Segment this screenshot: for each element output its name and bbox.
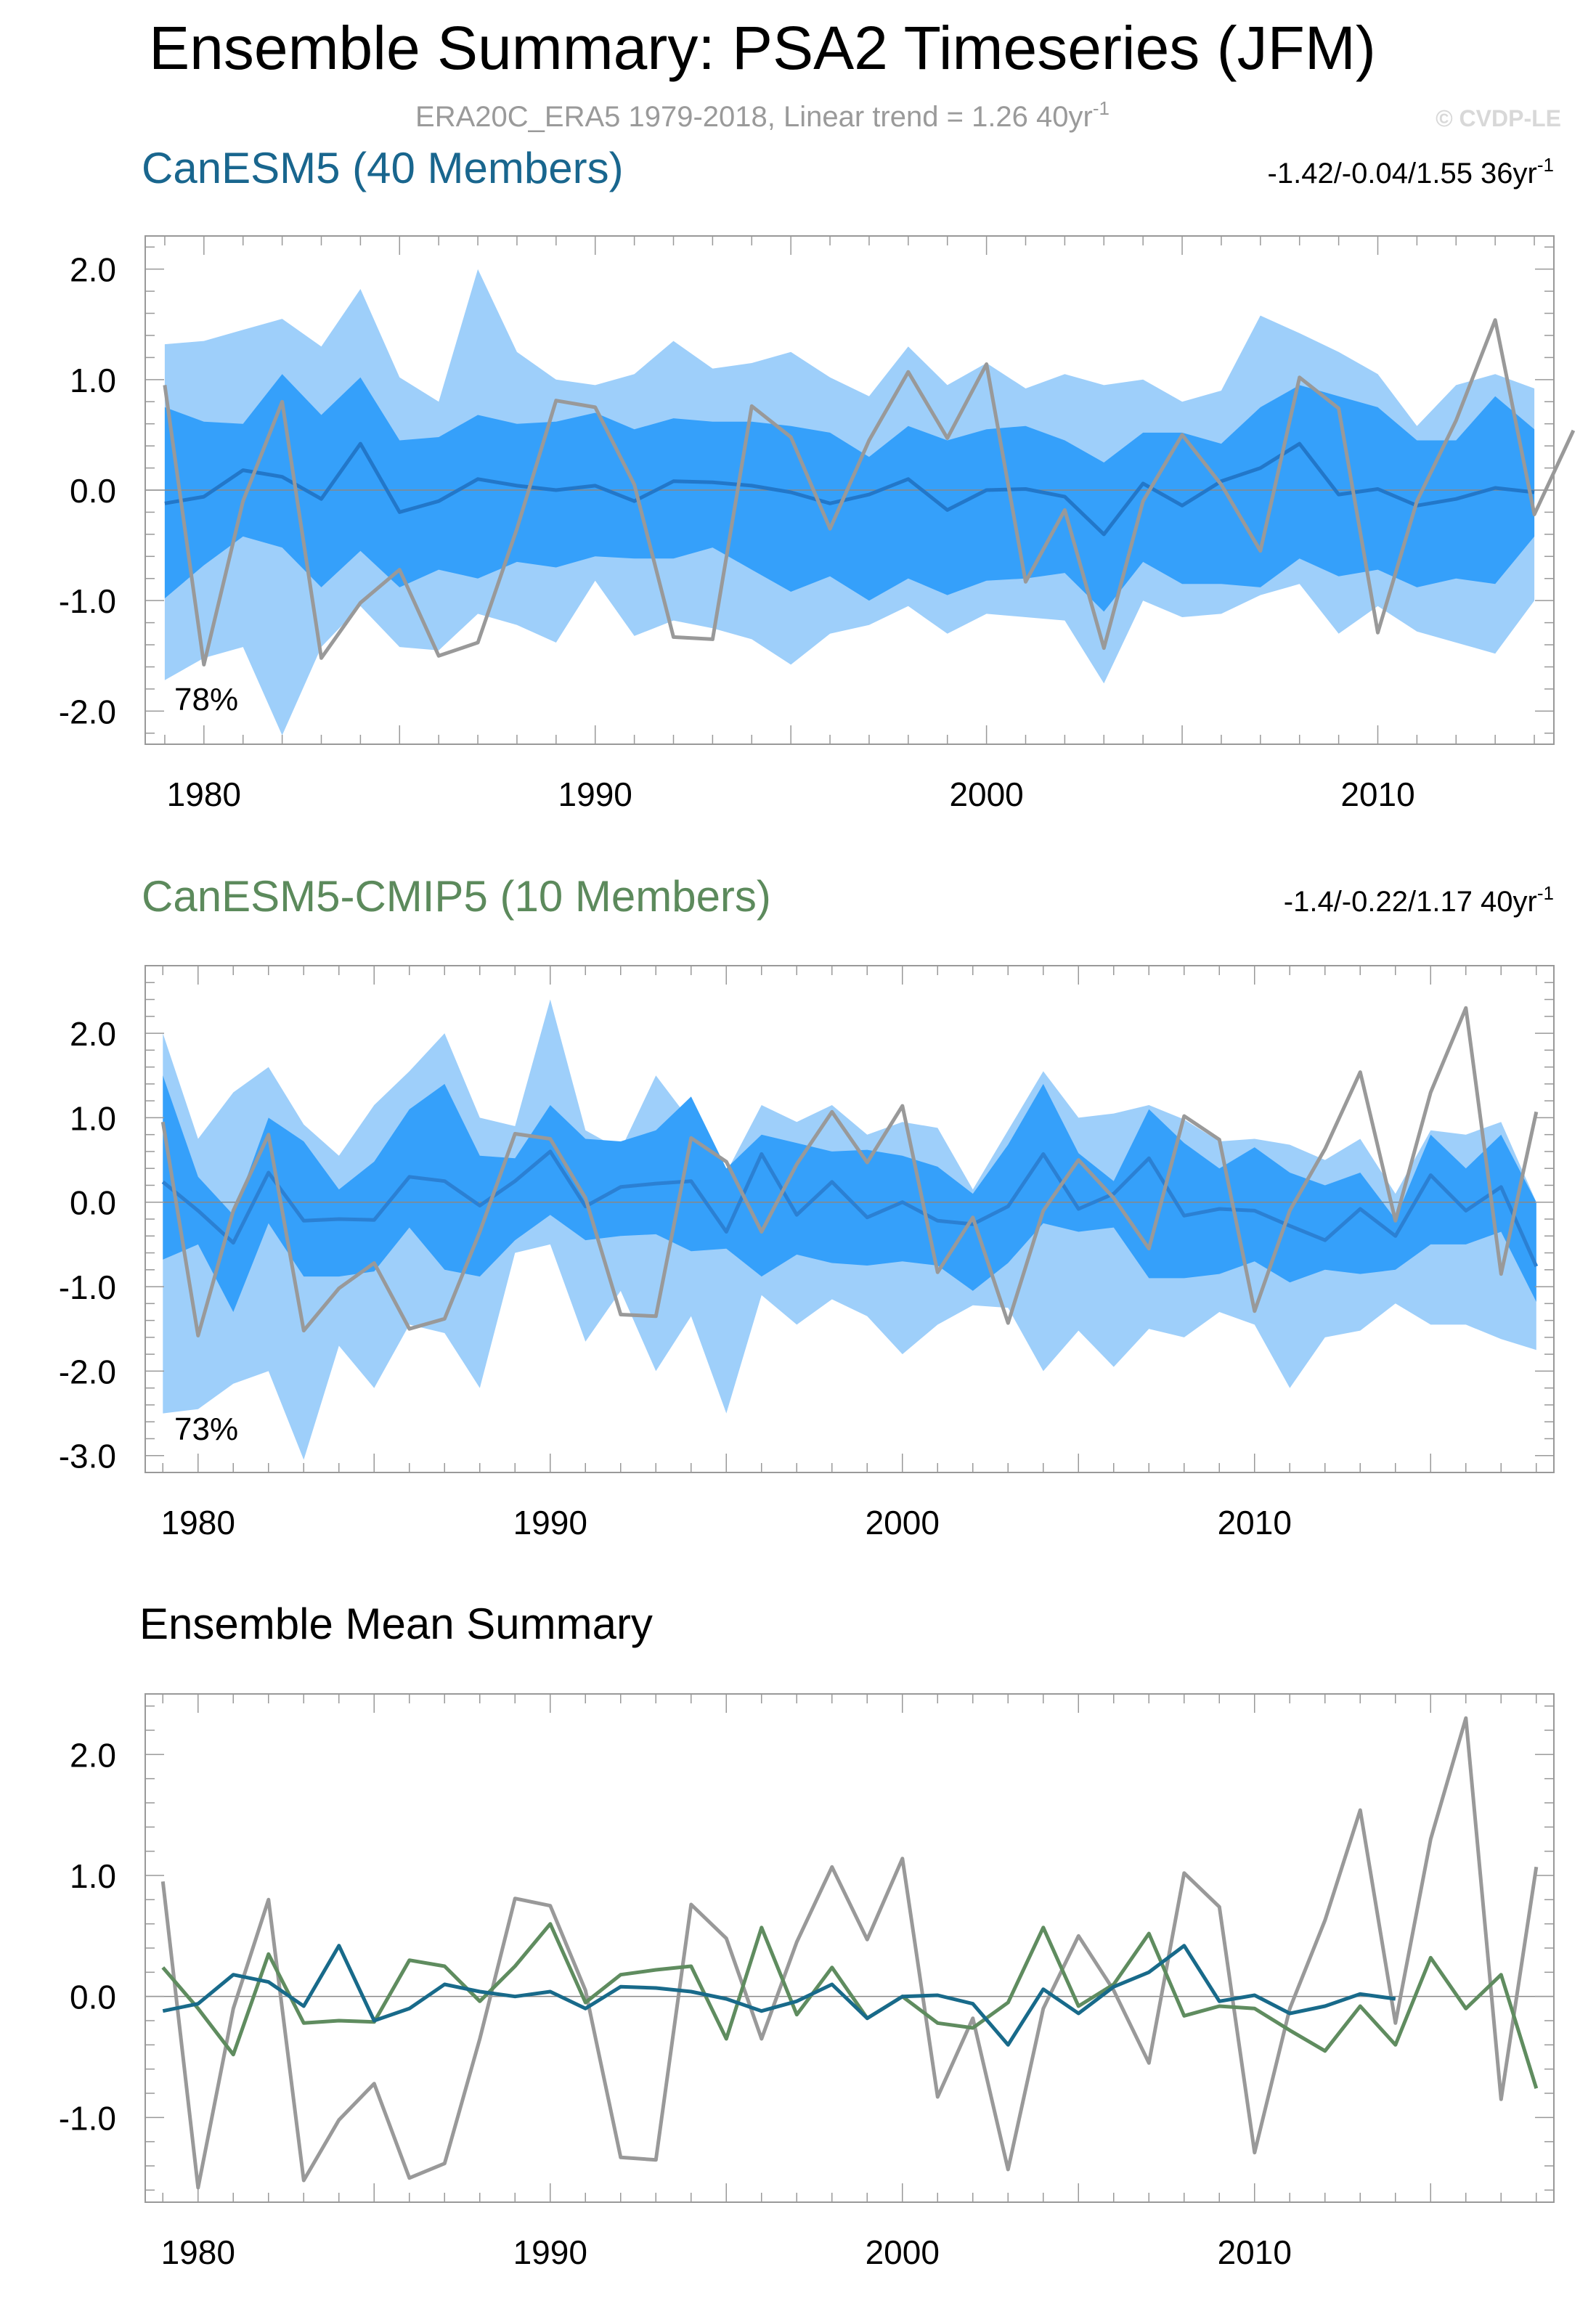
panel-ensemble-mean-summary: Ensemble Mean Summary 2.0 1.0 0.0 -1.0 1980 1… (59, 1600, 1555, 2271)
x-tick-label: 2010 (1340, 775, 1414, 813)
panel-cmip5-annotation: 73% (174, 1411, 238, 1447)
watermark: © CVDP-LE (1436, 105, 1561, 131)
x-tick-label: 2010 (1218, 1504, 1292, 1541)
panel-summary-title: Ensemble Mean Summary (139, 1600, 653, 1648)
y-tick-label: 2.0 (70, 1736, 116, 1774)
canesm5-cmip5-mean-line (161, 1922, 1539, 2090)
panel-canesm5-trend-sup: -1 (1537, 154, 1554, 176)
y-tick-label: 0.0 (70, 472, 116, 510)
y-tick-label: 1.0 (70, 1099, 116, 1137)
panel-cmip5-trend-sup: -1 (1537, 882, 1554, 904)
y-tick-label: 1.0 (70, 362, 116, 399)
y-tick-label: -1.0 (59, 1268, 116, 1306)
x-tick-label: 1990 (513, 1504, 587, 1541)
x-tick-label: 2000 (866, 2233, 940, 2271)
observed-line (160, 1006, 1539, 1337)
x-tick-label: 1980 (167, 775, 241, 813)
x-tick-label: 1990 (558, 775, 632, 813)
plot-frame (144, 1693, 1555, 2203)
ensemble-mean-line (164, 441, 1535, 537)
figure-subtitle-sup: -1 (1093, 97, 1110, 119)
panel-canesm5-title: CanESM5 (40 Members) (142, 144, 624, 192)
figure-title: Ensemble Summary: PSA2 Timeseries (JFM) (149, 14, 1376, 82)
x-tick-label: 1980 (161, 2233, 235, 2271)
panel-cmip5-trend-text: -1.4/-0.22/1.17 40yr (1284, 886, 1537, 918)
y-tick-label: -3.0 (59, 1438, 116, 1475)
panel-canesm5-annotation: 78% (174, 682, 238, 717)
figure-subtitle-text: ERA20C_ERA5 1979-2018, Linear trend = 1.… (415, 101, 1093, 133)
observed-line (163, 318, 1576, 667)
x-tick-label: 2000 (866, 1504, 940, 1541)
x-tick-label: 1990 (513, 2233, 587, 2271)
panel-canesm5-trend-text: -1.42/-0.04/1.55 36yr (1268, 158, 1537, 190)
panel-cmip5-title: CanESM5-CMIP5 (10 Members) (142, 872, 771, 921)
y-tick-label: 1.0 (70, 1857, 116, 1895)
x-tick-label: 2000 (949, 775, 1023, 813)
y-tick-label: 2.0 (70, 1015, 116, 1053)
observed-line (160, 1716, 1539, 2190)
figure-subtitle: ERA20C_ERA5 1979-2018, Linear trend = 1.… (415, 97, 1110, 133)
inner-spread-band (163, 1075, 1536, 1312)
canesm5-mean-line (162, 1944, 1396, 2047)
ensemble-mean-line (161, 1149, 1539, 1268)
panel-canesm5: CanESM5 (40 Members) -1.42/-0.04/1.55 36… (59, 144, 1576, 813)
y-tick-label: -2.0 (59, 1353, 116, 1390)
y-tick-label: 0.0 (70, 1184, 116, 1222)
y-tick-label: 0.0 (70, 1979, 116, 2016)
y-tick-label: 2.0 (70, 251, 116, 289)
x-tick-label: 2010 (1218, 2233, 1292, 2271)
panel-cmip5-trend: -1.4/-0.22/1.17 40yr-1 (1284, 882, 1554, 918)
y-tick-label: -1.0 (59, 2099, 116, 2137)
panel-canesm5-trend: -1.42/-0.04/1.55 36yr-1 (1268, 154, 1554, 190)
x-tick-label: 1980 (161, 1504, 235, 1541)
y-tick-label: -2.0 (59, 693, 116, 730)
y-tick-label: -1.0 (59, 582, 116, 620)
panel-canesm5-cmip5: CanESM5-CMIP5 (10 Members) -1.4/-0.22/1.… (59, 872, 1555, 1541)
